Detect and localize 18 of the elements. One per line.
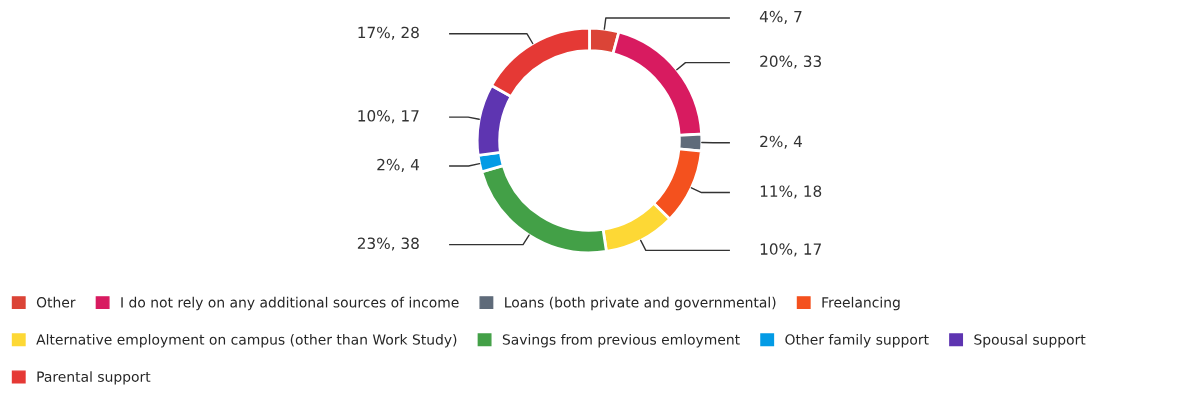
data-label: 11%, 18 [760,185,822,199]
data-label: 10%, 17 [358,110,419,124]
data-label: 4%, 7 [759,10,802,24]
legend-label: Spousal support [974,334,1086,348]
legend-label: Other [36,296,76,308]
legend-label: Alternative employment on campus (other than Work Study) [36,334,457,348]
data-label: 10%, 17 [760,243,821,257]
legend-label: Savings from previous emloyment [502,334,740,348]
legend-label: Freelancing [822,296,900,311]
data-label: 17%, 28 [358,26,419,40]
legend-label: Other family support [785,334,929,348]
data-label: 20%, 33 [760,55,822,69]
legend-label: Loans (both private and governmental) [505,296,776,311]
data-label: 2%, 4 [377,158,420,172]
legend-label: I do not rely on any additional sources of income [121,296,459,311]
legend-label: Parental support [37,371,151,385]
data-label: 2%, 4 [760,135,802,149]
data-label: 23%, 38 [357,237,419,251]
